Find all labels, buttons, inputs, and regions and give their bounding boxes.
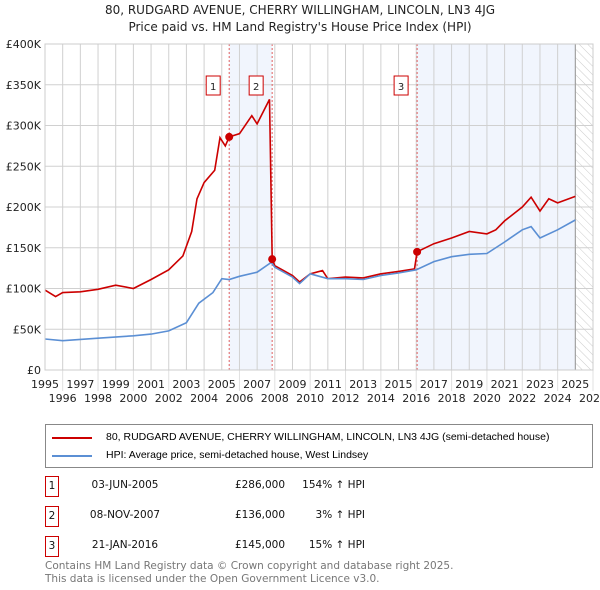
y-tick-label: £250K xyxy=(6,160,42,173)
x-tick-label: 2017 xyxy=(420,378,448,391)
sale-badge-box xyxy=(248,75,264,96)
x-tick-label: 2024 xyxy=(544,392,572,405)
x-tick-label: 2018 xyxy=(438,392,466,405)
sale-number-badge: 1 xyxy=(45,476,59,497)
sale-badge-label: 2 xyxy=(253,82,259,93)
sale-number-badge: 2 xyxy=(45,506,59,527)
x-tick-label: 2014 xyxy=(367,392,395,405)
x-tick-label: 2015 xyxy=(385,378,413,391)
sale-row: 1 03-JUN-2005 £286,000 154% ↑ HPI xyxy=(45,476,445,497)
sale-point xyxy=(268,255,277,264)
sale-badge-box xyxy=(205,75,221,96)
sale-date: 03-JUN-2005 xyxy=(91,479,159,491)
y-tick-label: £100K xyxy=(6,283,42,296)
legend: 80, RUDGARD AVENUE, CHERRY WILLINGHAM, L… xyxy=(45,424,593,468)
x-tick-label: 2023 xyxy=(526,378,554,391)
sale-price: £145,000 xyxy=(234,539,286,551)
x-tick-label: 2025 xyxy=(561,378,589,391)
x-tick-label: 2026 xyxy=(579,392,600,405)
x-tick-label: 2008 xyxy=(261,392,289,405)
x-tick-label: 2007 xyxy=(243,378,271,391)
sale-badge-box xyxy=(393,75,409,96)
x-tick-label: 2000 xyxy=(119,392,147,405)
price-paid-line xyxy=(44,99,576,298)
y-tick-label: £350K xyxy=(6,79,42,92)
sale-number-badge: 3 xyxy=(45,536,59,557)
x-tick-label: 2013 xyxy=(349,378,377,391)
x-tick-label: 2004 xyxy=(190,392,218,405)
x-tick-label: 2019 xyxy=(455,378,483,391)
hpi-line xyxy=(44,219,576,342)
x-tick-label: 2021 xyxy=(491,378,519,391)
legend-item-hpi: HPI: Average price, semi-detached house,… xyxy=(52,449,368,462)
sale-badge-label: 3 xyxy=(398,82,404,93)
y-tick-label: £150K xyxy=(6,242,42,255)
y-tick-label: £0 xyxy=(27,364,41,377)
sale-point xyxy=(413,247,422,256)
copyright-text: Contains HM Land Registry data © Crown c… xyxy=(45,560,454,572)
red-line-swatch xyxy=(52,436,92,439)
x-tick-label: 2010 xyxy=(296,392,324,405)
sale-row: 3 21-JAN-2016 £145,000 15% ↑ HPI xyxy=(45,536,445,557)
sale-hpi-diff: 154% ↑ HPI xyxy=(302,479,365,491)
y-tick-label: £300K xyxy=(6,120,42,133)
sale-price: £286,000 xyxy=(234,479,286,491)
x-tick-label: 1997 xyxy=(66,378,94,391)
legend-item-property: 80, RUDGARD AVENUE, CHERRY WILLINGHAM, L… xyxy=(52,431,549,444)
x-tick-label: 2006 xyxy=(225,392,253,405)
sale-hpi-diff: 3% ↑ HPI xyxy=(315,509,365,521)
blue-line-swatch xyxy=(52,454,92,457)
y-tick-label: £200K xyxy=(6,201,42,214)
x-tick-label: 2002 xyxy=(155,392,183,405)
chart-subtitle: Price paid vs. HM Land Registry's House … xyxy=(128,20,472,34)
x-tick-label: 2001 xyxy=(137,378,165,391)
x-tick-label: 2009 xyxy=(278,378,306,391)
x-tick-label: 2020 xyxy=(473,392,501,405)
x-tick-label: 2016 xyxy=(402,392,430,405)
y-tick-label: £400K xyxy=(6,38,42,51)
sale-date: 21-JAN-2016 xyxy=(91,539,159,551)
sale-row: 2 08-NOV-2007 £136,000 3% ↑ HPI xyxy=(45,506,445,527)
x-tick-label: 2012 xyxy=(332,392,360,405)
x-tick-label: 1996 xyxy=(49,392,77,405)
price-chart: 1995199619971998199920002001200220032004… xyxy=(6,38,600,405)
chart-title: 80, RUDGARD AVENUE, CHERRY WILLINGHAM, L… xyxy=(104,3,496,17)
x-tick-label: 2011 xyxy=(314,378,342,391)
x-tick-label: 1995 xyxy=(31,378,59,391)
x-tick-label: 1998 xyxy=(84,392,112,405)
sale-date: 08-NOV-2007 xyxy=(89,509,161,521)
sale-price: £136,000 xyxy=(234,509,286,521)
x-tick-label: 2022 xyxy=(508,392,536,405)
sale-hpi-diff: 15% ↑ HPI xyxy=(308,539,365,551)
legend-label-property: 80, RUDGARD AVENUE, CHERRY WILLINGHAM, L… xyxy=(106,431,550,443)
x-tick-label: 1999 xyxy=(102,378,130,391)
footer: Contains HM Land Registry data © Crown c… xyxy=(45,560,453,586)
sale-badge-label: 1 xyxy=(210,82,216,93)
y-tick-label: £50K xyxy=(13,323,42,336)
x-tick-label: 2003 xyxy=(172,378,200,391)
plot-border xyxy=(44,43,594,371)
legend-label-hpi: HPI: Average price, semi-detached house,… xyxy=(106,449,369,461)
licence-text: This data is licensed under the Open Gov… xyxy=(45,573,380,585)
sale-point xyxy=(225,132,234,141)
x-tick-label: 2005 xyxy=(208,378,236,391)
